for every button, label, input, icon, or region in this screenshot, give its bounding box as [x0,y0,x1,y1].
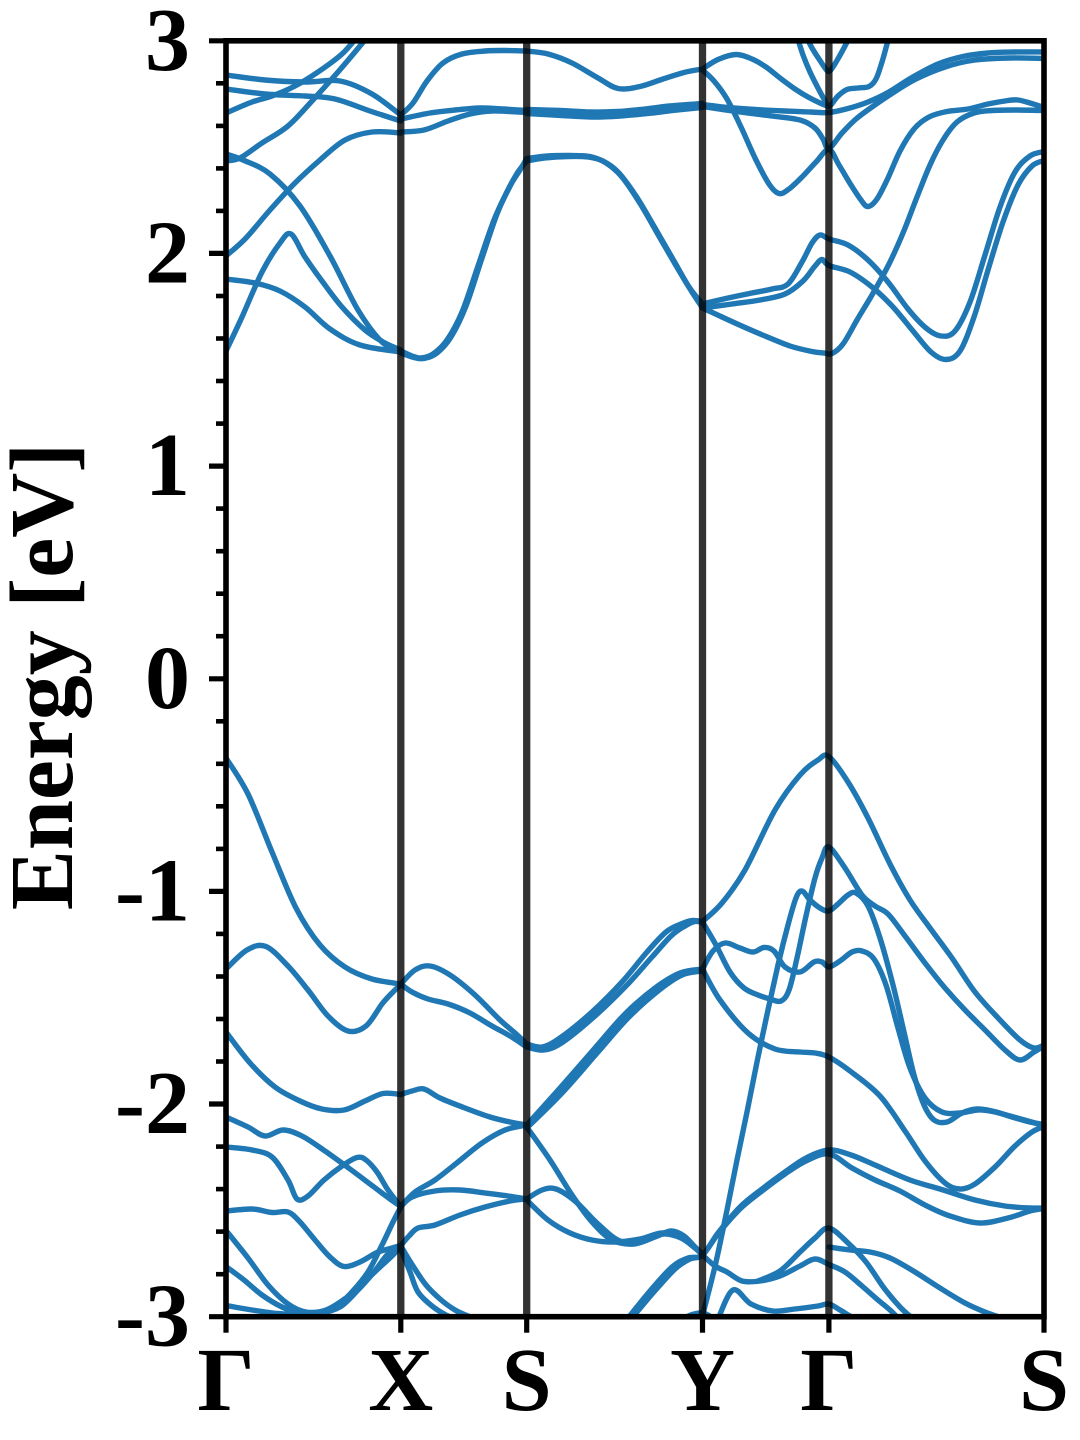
svg-text:Γ: Γ [800,1331,857,1430]
svg-text:1: 1 [145,416,190,515]
svg-text:-3: -3 [115,1267,190,1366]
svg-text:Γ: Γ [197,1331,254,1430]
svg-text:3: 3 [145,0,190,90]
svg-text:Y: Y [670,1331,735,1430]
svg-text:0: 0 [145,629,190,728]
svg-text:S: S [1019,1331,1069,1430]
svg-text:-1: -1 [115,841,190,940]
svg-text:2: 2 [145,203,190,302]
svg-text:X: X [368,1331,433,1430]
svg-text:S: S [502,1331,552,1430]
svg-text:Energy [eV]: Energy [eV] [0,443,92,910]
svg-text:-2: -2 [115,1054,190,1153]
